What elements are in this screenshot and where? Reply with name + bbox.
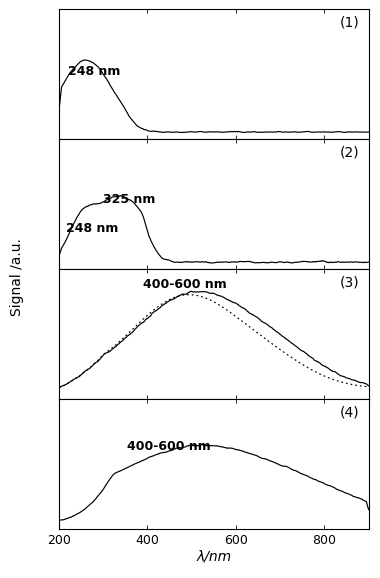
Text: Signal /a.u.: Signal /a.u. [10, 239, 24, 316]
Text: 400-600 nm: 400-600 nm [127, 440, 211, 453]
Text: 248 nm: 248 nm [68, 65, 120, 78]
Text: (2): (2) [340, 145, 359, 159]
Text: 325 nm: 325 nm [103, 193, 155, 206]
Text: (1): (1) [340, 15, 359, 29]
Text: (3): (3) [340, 275, 359, 289]
Text: 248 nm: 248 nm [65, 222, 118, 235]
Text: (4): (4) [340, 405, 359, 419]
Text: 400-600 nm: 400-600 nm [143, 279, 227, 291]
X-axis label: λ/nm: λ/nm [196, 550, 231, 564]
